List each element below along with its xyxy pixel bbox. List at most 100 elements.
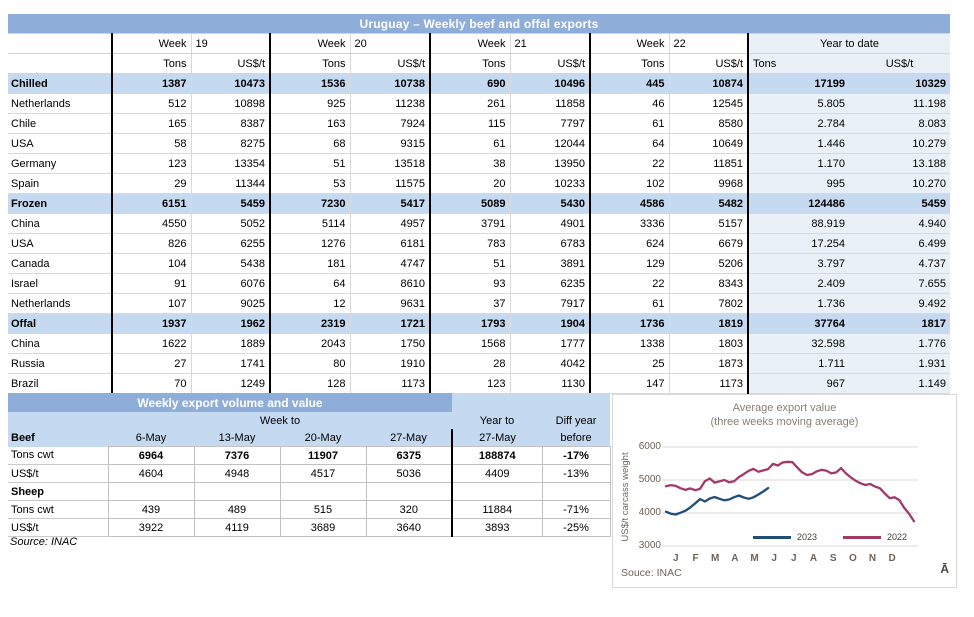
value-cell: 1276 xyxy=(269,233,350,254)
weekly-table-title: Weekly export volume and value xyxy=(8,393,453,412)
value-cell: 624 xyxy=(589,233,669,254)
value-cell: 8580 xyxy=(668,113,748,134)
value-cell: 11858 xyxy=(509,93,590,114)
value-cell: 4.940 xyxy=(849,213,950,234)
corner-cell xyxy=(8,33,112,54)
date-header: 13-May xyxy=(194,429,280,447)
value-cell: 11575 xyxy=(349,173,430,194)
weekly-table: Weekly export volume and value Week to Y… xyxy=(8,393,611,537)
weekly-source-note: Source: INAC xyxy=(10,536,78,548)
value-cell: 17.254 xyxy=(747,233,849,254)
value-cell: 37 xyxy=(429,293,510,314)
value-cell: 17199 xyxy=(747,73,849,94)
value-cell: 1249 xyxy=(190,373,270,394)
year-to-header: Year to xyxy=(452,412,543,429)
value-cell: 995 xyxy=(747,173,849,194)
weekly-table-body: Tons cwt 6964 7376 11907 6375 188874 -17% US$/t… xyxy=(8,446,611,537)
y-axis-tick: 4000 xyxy=(638,507,661,518)
value-cell: 13950 xyxy=(509,153,590,174)
value-cell: 5206 xyxy=(668,253,748,274)
value-cell: 5052 xyxy=(190,213,270,234)
value-cell: 1536 xyxy=(269,73,350,94)
value-cell: 1.446 xyxy=(747,133,849,154)
value-cell: 1910 xyxy=(349,353,430,374)
x-axis-tick: F xyxy=(692,553,699,564)
metric-row: US$/t 3922 4119 3689 3640 3893 -25% xyxy=(8,518,611,537)
value-cell: 13354 xyxy=(190,153,270,174)
country-row: Netherlands 512 10898 925 11238 261 11858 46 125… xyxy=(8,93,950,114)
metric-row: US$/t 4604 4948 4517 5036 4409 -13% xyxy=(8,464,611,483)
value-cell: 4901 xyxy=(509,213,590,234)
legend-item-2022: 2022 xyxy=(843,532,907,542)
country-row: Spain 29 11344 53 11575 20 10233 102 9968 995 10.2… xyxy=(8,173,950,194)
x-axis-tick: D xyxy=(888,553,896,564)
value-cell: 5482 xyxy=(668,193,748,214)
row-label: Frozen xyxy=(8,193,112,214)
value-cell: 1.711 xyxy=(747,353,849,374)
value-cell: 9025 xyxy=(190,293,270,314)
value-cell: 11238 xyxy=(349,93,430,114)
row-label: Tons cwt xyxy=(8,500,108,519)
weekly-group-header-row: Week to Year to Diff year xyxy=(8,412,611,429)
value-cell: 1721 xyxy=(349,313,430,334)
value-cell: 107 xyxy=(111,293,191,314)
value-cell: 967 xyxy=(747,373,849,394)
weekly-title-spacer xyxy=(452,393,611,412)
value-cell: 4119 xyxy=(193,518,281,537)
value-cell: 5417 xyxy=(349,193,430,214)
row-label: Netherlands xyxy=(8,93,112,114)
value-cell: 4948 xyxy=(193,464,281,483)
value-cell: 115 xyxy=(429,113,510,134)
country-row: China 4550 5052 5114 4957 3791 4901 3336 5157 88.… xyxy=(8,213,950,234)
value-cell: 1962 xyxy=(190,313,270,334)
value-cell: 3336 xyxy=(589,213,669,234)
value-cell: 163 xyxy=(269,113,350,134)
value-cell: 10649 xyxy=(668,133,748,154)
usdt-header: US$/t xyxy=(668,53,748,74)
week-label: Week xyxy=(269,33,350,54)
value-cell: 13.188 xyxy=(849,153,950,174)
value-cell: 2319 xyxy=(269,313,350,334)
value-cell: 826 xyxy=(111,233,191,254)
metric-row: Tons cwt 6964 7376 11907 6375 188874 -17% xyxy=(8,446,611,465)
value-cell: 3891 xyxy=(509,253,590,274)
value-cell: 9.492 xyxy=(849,293,950,314)
week-number: 22 xyxy=(668,33,748,54)
row-label: Brazil xyxy=(8,373,112,394)
value-cell: 93 xyxy=(429,273,510,294)
row-label: Offal xyxy=(8,313,112,334)
value-cell: 1741 xyxy=(190,353,270,374)
value-cell: 7230 xyxy=(269,193,350,214)
value-cell: 10473 xyxy=(190,73,270,94)
value-cell: 3.797 xyxy=(747,253,849,274)
value-cell: 61 xyxy=(429,133,510,154)
row-label: Spain xyxy=(8,173,112,194)
ytd-tons-header: Tons xyxy=(747,53,849,74)
row-label: USA xyxy=(8,233,112,254)
value-cell: 4517 xyxy=(279,464,367,483)
value-cell: 690 xyxy=(429,73,510,94)
value-cell: 11.198 xyxy=(849,93,950,114)
value-cell: 28 xyxy=(429,353,510,374)
value-cell: 129 xyxy=(589,253,669,274)
value-cell: 445 xyxy=(589,73,669,94)
value-cell: 51 xyxy=(269,153,350,174)
value-cell: 32.598 xyxy=(747,333,849,354)
weekly-title-row: Weekly export volume and value xyxy=(8,393,611,412)
value-cell: 1173 xyxy=(349,373,430,394)
value-cell: 13518 xyxy=(349,153,430,174)
value-cell: 8343 xyxy=(668,273,748,294)
value-cell: 10.270 xyxy=(849,173,950,194)
value-cell: 6255 xyxy=(190,233,270,254)
x-axis-tick: A xyxy=(809,553,818,564)
value-cell: 22 xyxy=(589,273,669,294)
value-cell: 181 xyxy=(269,253,350,274)
value-cell: 1.776 xyxy=(849,333,950,354)
value-cell: 2.784 xyxy=(747,113,849,134)
value-cell xyxy=(541,482,611,501)
y-axis-tick: 6000 xyxy=(638,441,661,452)
value-cell: 3791 xyxy=(429,213,510,234)
country-row: Germany 123 13354 51 13518 38 13950 22 11851 1.17… xyxy=(8,153,950,174)
value-cell: 1937 xyxy=(111,313,191,334)
value-cell: 10874 xyxy=(668,73,748,94)
